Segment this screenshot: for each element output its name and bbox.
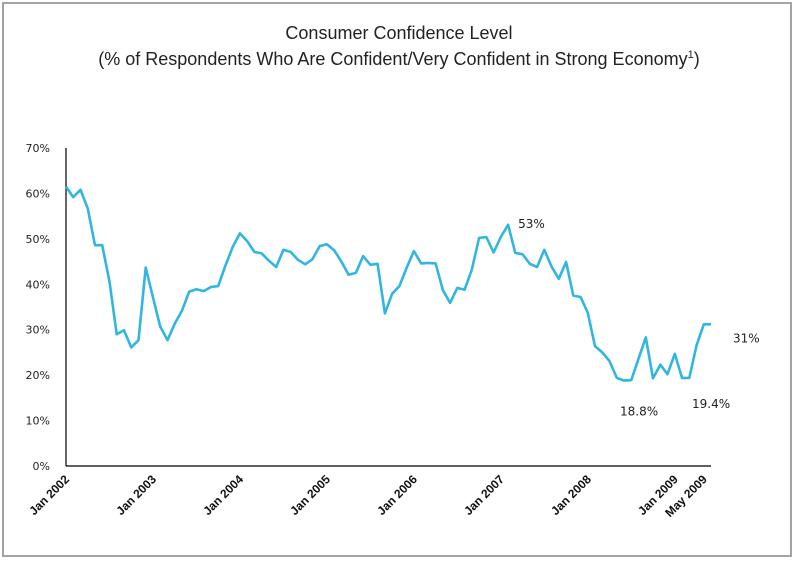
chart-frame [2,2,792,557]
x-tick-label: Jan 2002 [26,472,72,518]
x-tick-label: Jan 2003 [113,472,159,518]
data-label: 18.8% [620,405,658,419]
y-tick-label: 50% [26,233,50,246]
chart-title: Consumer Confidence Level [285,23,513,43]
y-tick-label: 20% [26,369,50,382]
data-label: 53% [518,217,545,231]
y-tick-label: 40% [26,278,50,291]
data-label: 19.4% [692,397,730,411]
y-tick-label: 60% [26,187,50,200]
y-tick-label: 10% [26,415,50,428]
x-tick-label: Jan 2005 [287,472,333,518]
x-tick-label: Jan 2006 [374,472,420,518]
chart-subtitle-superscript: 1 [687,49,694,61]
y-tick-label: 0% [33,460,50,473]
chart-subtitle-text: (% of Respondents Who Are Confident/Very… [98,49,688,69]
data-label: 31% [733,331,760,345]
x-tick-label: Jan 2008 [548,472,594,518]
chart-subtitle: (% of Respondents Who Are Confident/Very… [98,49,700,69]
y-tick-label: 70% [26,142,50,155]
series-line [64,185,711,382]
x-tick-label: Jan 2007 [461,472,507,518]
y-tick-label: 30% [26,324,50,337]
x-tick-label: Jan 2004 [200,472,246,518]
